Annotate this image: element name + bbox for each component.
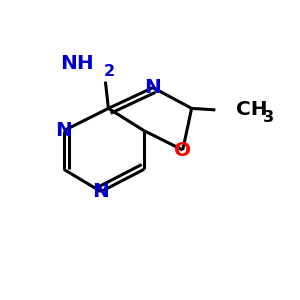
Text: CH: CH <box>236 100 268 119</box>
Text: 3: 3 <box>263 110 274 125</box>
Text: NH: NH <box>60 54 94 73</box>
Text: N: N <box>56 121 72 140</box>
Text: 2: 2 <box>104 64 115 79</box>
Text: N: N <box>145 78 161 97</box>
Text: O: O <box>174 140 191 160</box>
Text: N: N <box>92 182 110 201</box>
